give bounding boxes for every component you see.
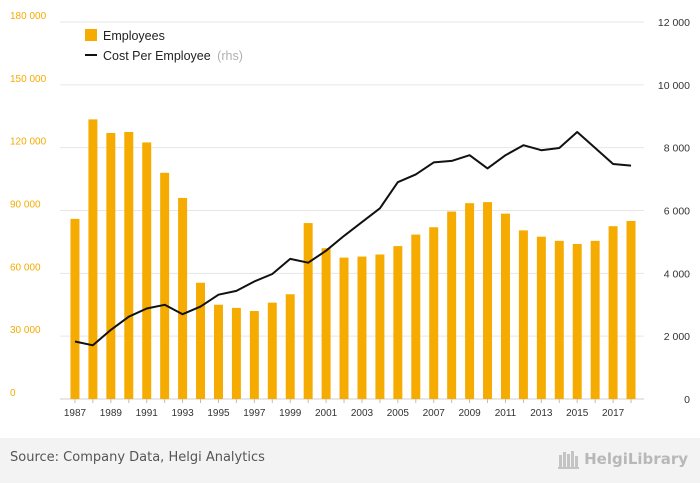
bar-2016 [590, 240, 600, 399]
left-axis: 0 30 000 60 000 90 000 120 000 150 000 180 000 [10, 11, 47, 399]
x-tick-label: 1989 [100, 408, 123, 419]
x-tick-label: 2017 [602, 408, 625, 419]
bar-2015 [572, 244, 582, 399]
bar-1991 [142, 142, 152, 400]
x-tick-label: 1987 [64, 408, 87, 419]
cost-per-employee-line [74, 131, 632, 347]
x-tick-label: 2001 [315, 408, 338, 419]
bar-1995 [213, 304, 223, 399]
x-tick-label: 2015 [566, 408, 589, 419]
bar-2009 [465, 203, 475, 399]
bar-1988 [88, 119, 98, 400]
bar-2000 [303, 223, 313, 399]
legend-employees-label: Employees [103, 29, 165, 43]
bar-1997 [249, 311, 259, 399]
x-tick-label: 1991 [136, 408, 159, 419]
gridlines [60, 21, 644, 400]
brand-logo: HelgiLibrary [558, 448, 688, 470]
left-tick-label: 30 000 [10, 325, 41, 336]
legend: Employees Cost Per Employee (rhs) [85, 29, 243, 63]
bar-2004 [375, 254, 385, 399]
x-tick-label: 2003 [351, 408, 374, 419]
bar-2007 [429, 227, 439, 399]
bar-2018 [626, 220, 636, 399]
bar-2002 [339, 257, 349, 399]
right-tick-label: 12 000 [658, 17, 690, 29]
bar-2012 [518, 230, 528, 399]
legend-cost-suffix: (rhs) [217, 49, 243, 63]
bar-2003 [357, 256, 367, 399]
bar-2001 [321, 248, 331, 399]
left-tick-label: 150 000 [10, 74, 47, 85]
bar-2011 [500, 213, 510, 399]
bar-2014 [554, 240, 564, 399]
brand-text: HelgiLibrary [584, 450, 688, 468]
bar-1993 [178, 197, 188, 399]
legend-cost-label: Cost Per Employee [103, 49, 211, 63]
left-tick-label: 120 000 [10, 137, 47, 148]
bar-2008 [447, 211, 457, 399]
bar-1999 [285, 294, 295, 399]
bar-2013 [536, 236, 546, 399]
right-axis: 0 2 000 4 000 6 000 8 000 10 000 12 000 [658, 17, 690, 406]
bar-1996 [231, 307, 241, 399]
bar-2010 [483, 202, 493, 399]
bar-2017 [608, 226, 618, 399]
bar-1992 [160, 172, 170, 399]
right-tick-label: 8 000 [664, 143, 690, 155]
bar-1987 [70, 218, 80, 399]
x-tick-label: 2013 [530, 408, 553, 419]
legend-cost-text: Cost Per Employee (rhs) [103, 49, 243, 63]
right-tick-label: 2 000 [664, 331, 690, 343]
employee-bars [70, 119, 636, 400]
source-text: Source: Company Data, Helgi Analytics [10, 450, 265, 465]
right-tick-label: 6 000 [664, 206, 690, 218]
bar-1998 [267, 302, 277, 399]
footer: Source: Company Data, Helgi Analytics He… [0, 438, 700, 483]
x-tick-label: 2005 [387, 408, 410, 419]
legend-employees-swatch [85, 29, 97, 41]
x-tick-label: 2009 [458, 408, 481, 419]
bar-1994 [196, 282, 206, 399]
combo-chart: 0 30 000 60 000 90 000 120 000 150 000 180 000… [10, 11, 690, 419]
left-tick-label: 90 000 [10, 200, 41, 211]
x-tick-label: 1997 [243, 408, 266, 419]
x-tick-label: 2007 [423, 408, 446, 419]
bar-2006 [411, 234, 421, 399]
x-axis: 1987 1989 1991 1993 1995 1997 1999 2001 2003 2005… [64, 399, 632, 419]
right-tick-label: 0 [684, 394, 690, 406]
x-tick-label: 2011 [495, 408, 517, 419]
bar-1989 [106, 133, 116, 399]
left-tick-label: 60 000 [10, 262, 41, 273]
bar-1990 [124, 131, 134, 400]
right-tick-label: 10 000 [658, 80, 690, 92]
x-tick-label: 1999 [279, 408, 302, 419]
x-tick-label: 1993 [171, 408, 194, 419]
left-tick-label: 180 000 [10, 11, 47, 22]
cost-line [74, 131, 632, 347]
left-tick-label: 0 [10, 388, 16, 399]
x-tick-label: 1995 [207, 408, 230, 419]
bar-2005 [393, 246, 403, 399]
right-tick-label: 4 000 [664, 268, 690, 280]
library-icon [558, 451, 580, 469]
